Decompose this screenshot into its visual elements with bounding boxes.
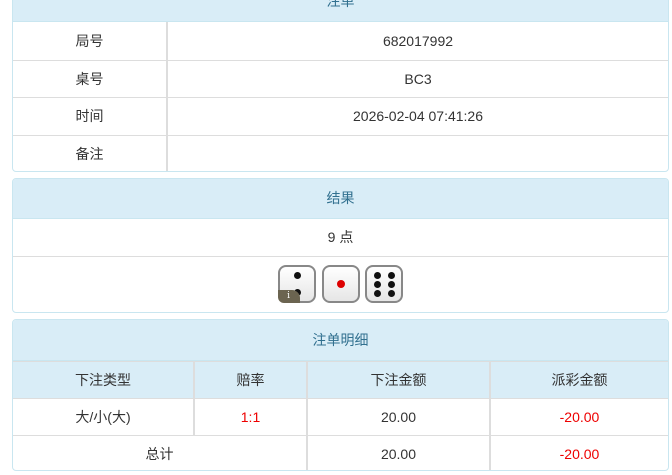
die-1	[321, 265, 360, 303]
bet-type: 大/小(大)	[13, 398, 194, 436]
info-icon[interactable]: i	[277, 290, 300, 303]
table-row: 大/小(大) 1:1 20.00 -20.00	[13, 398, 668, 436]
order-title: 注单	[13, 0, 668, 22]
payout-amount: -20.00	[489, 398, 668, 436]
time-value: 2026-02-04 07:41:26	[166, 96, 668, 135]
col-header: 下注金额	[306, 361, 490, 399]
col-header: 派彩金额	[489, 361, 668, 399]
die-2: i	[277, 265, 316, 303]
odds: 1:1	[193, 398, 307, 436]
order-panel: 注单 局号 682017992 桌号 BC3 时间 2026-02-04 07:41:…	[12, 0, 669, 172]
col-header: 赔率	[193, 361, 307, 399]
table-row: 时间 2026-02-04 07:41:26	[13, 96, 668, 135]
result-points: 9 点	[13, 219, 668, 257]
row-label: 时间	[13, 96, 167, 135]
remark-value	[166, 134, 668, 171]
table-number: BC3	[166, 59, 668, 97]
total-row: 总计 20.00 -20.00	[13, 435, 668, 470]
round-number: 682017992	[166, 22, 668, 60]
total-payout: -20.00	[489, 435, 668, 470]
detail-panel: 注单明细 下注类型 赔率 下注金额 派彩金额 大/小(大) 1:1 20.00 …	[12, 319, 669, 471]
die-6	[365, 265, 404, 303]
row-label: 局号	[75, 32, 104, 49]
result-title: 结果	[13, 179, 668, 219]
row-label: 备注	[13, 134, 167, 171]
total-bet: 20.00	[306, 435, 490, 470]
detail-title: 注单明细	[13, 320, 668, 361]
table-row: 桌号 BC3	[13, 59, 668, 97]
detail-table: 下注类型 赔率 下注金额 派彩金额 大/小(大) 1:1 20.00 -20.0…	[13, 361, 668, 470]
header-row: 下注类型 赔率 下注金额 派彩金额	[13, 361, 668, 399]
order-table: 局号 682017992 桌号 BC3 时间 2026-02-04 07:41:26 …	[13, 22, 668, 171]
total-label: 总计	[13, 435, 307, 470]
dice-row: i	[13, 257, 668, 306]
result-panel: 结果 9 点 i	[12, 178, 669, 313]
bet-amount: 20.00	[306, 398, 490, 436]
table-row: 局号 682017992	[13, 22, 668, 60]
col-header: 下注类型	[13, 361, 194, 399]
row-label: 桌号	[13, 59, 167, 97]
table-row: 备注	[13, 134, 668, 171]
